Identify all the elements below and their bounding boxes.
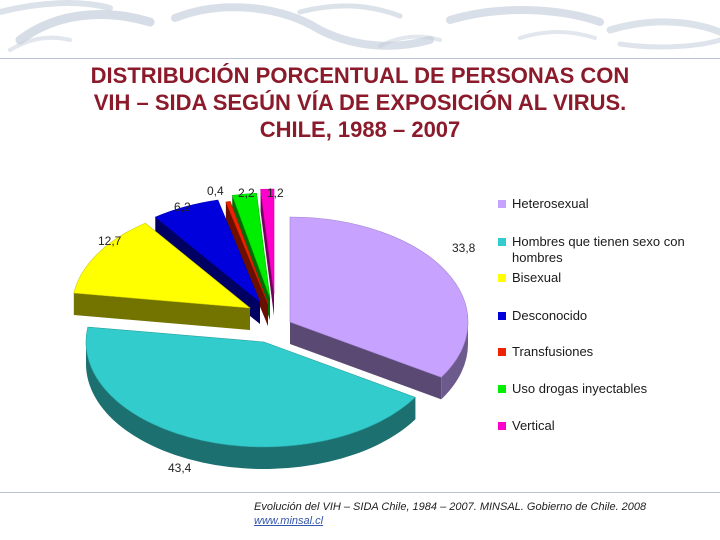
legend-label: Heterosexual xyxy=(512,196,589,211)
bottom-rule xyxy=(0,492,720,493)
pie-slice-bisexual xyxy=(73,222,251,309)
pie-slice-vertical xyxy=(260,188,275,295)
legend-item-transfusiones: Transfusiones xyxy=(498,344,692,360)
legend-label: Hombres que tienen sexo con hombres xyxy=(512,234,685,265)
legend-label: Bisexual xyxy=(512,270,562,285)
data-label: 33,8 xyxy=(452,241,476,255)
pie-slice-heterosexual xyxy=(289,216,469,378)
source-link[interactable]: www.minsal.cl xyxy=(254,515,324,527)
legend-swatch xyxy=(498,385,506,393)
source-note: Evolución del VIH – SIDA Chile, 1984 – 2… xyxy=(254,500,646,528)
pie-slice-side xyxy=(86,342,416,469)
top-rule xyxy=(0,58,720,59)
data-label: 2,2 xyxy=(238,186,255,200)
pie-tops xyxy=(73,188,469,448)
page-title: DISTRIBUCIÓN PORCENTUAL DE PERSONAS CON … xyxy=(40,62,680,143)
legend-item-desconocido: Desconocido xyxy=(498,308,692,324)
legend-item-drogas: Uso drogas inyectables xyxy=(498,381,692,397)
data-label: 6,2 xyxy=(174,200,191,214)
legend-swatch xyxy=(498,348,506,356)
title-line-2: VIH – SIDA SEGÚN VÍA DE EXPOSICIÓN AL VI… xyxy=(93,90,627,115)
legend-swatch xyxy=(498,200,506,208)
data-label: 43,4 xyxy=(168,461,192,475)
legend-item-hsh: Hombres que tienen sexo con hombres xyxy=(498,234,692,266)
pie-slice-transfusiones xyxy=(225,201,269,305)
legend-swatch xyxy=(498,312,506,320)
legend-item-heterosexual: Heterosexual xyxy=(498,196,692,212)
pie-slice-desconocido xyxy=(154,199,261,303)
pie-slice-uso-drogas-inyectables xyxy=(231,192,271,299)
pie-slice-side xyxy=(441,322,468,400)
source-text: Evolución del VIH – SIDA Chile, 1984 – 2… xyxy=(254,501,647,513)
data-label: 1,2 xyxy=(267,186,284,200)
legend-swatch xyxy=(498,274,506,282)
legend-item-bisexual: Bisexual xyxy=(498,270,692,286)
pie-slice-hombres-que-tienen-sexo-con-hombres xyxy=(85,326,416,448)
pie-slice-wall xyxy=(290,322,442,400)
legend-swatch xyxy=(498,422,506,430)
legend-swatch xyxy=(498,238,506,246)
legend-item-vertical: Vertical xyxy=(498,418,692,434)
title-line-3: CHILE, 1988 – 2007 xyxy=(259,117,461,142)
pie-slice-wall xyxy=(73,293,250,330)
legend-label: Vertical xyxy=(512,418,555,433)
legend-label: Desconocido xyxy=(512,308,588,323)
legend-label: Uso drogas inyectables xyxy=(512,381,648,396)
legend-label: Transfusiones xyxy=(512,344,594,359)
data-label: 0,4 xyxy=(207,184,224,198)
title-line-1: DISTRIBUCIÓN PORCENTUAL DE PERSONAS CON xyxy=(90,63,630,88)
pie-slice-wall xyxy=(260,189,274,316)
data-label: 12,7 xyxy=(98,234,122,248)
